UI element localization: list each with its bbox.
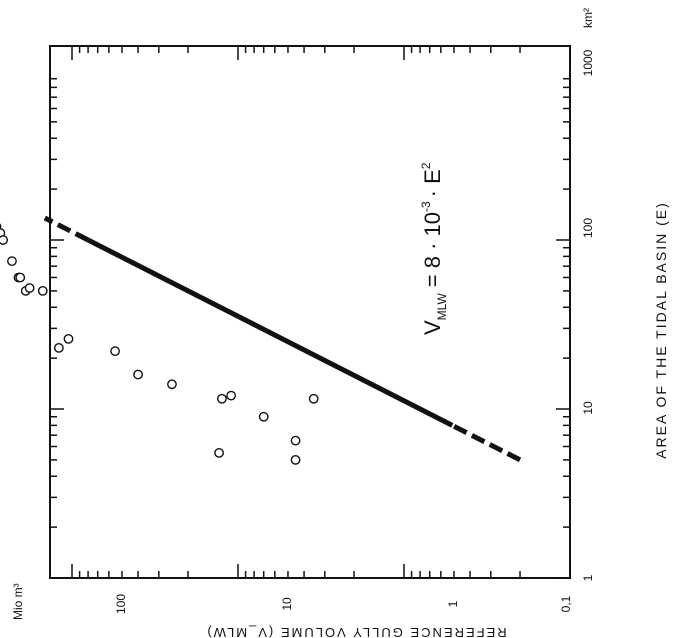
y-tick-label-1: 1 [446, 600, 460, 607]
data-point-15 [214, 447, 224, 458]
x-tick-label-3: 1000 [581, 49, 595, 76]
data-point-4 [7, 256, 17, 267]
formula-rest: = 8 · 10 [420, 212, 445, 287]
plot-frame [49, 45, 571, 579]
formula-exponent: -3 [419, 201, 433, 212]
regression-formula: VMLW = 8 · 10-3 · E2 [419, 162, 449, 335]
data-point-11 [63, 333, 74, 344]
y-tick-label-2: 10 [280, 597, 294, 611]
data-point-6 [15, 272, 26, 283]
data-point-8 [24, 283, 35, 293]
x-axis-title: AREA OF THE TIDAL BASIN (E) [653, 201, 669, 459]
y-tick-label-3: 100 [114, 594, 128, 614]
y-unit-label: Mio m³ [11, 583, 25, 620]
data-point-21 [308, 393, 319, 404]
data-point-1 [0, 223, 2, 231]
x-tick-label-2: 100 [581, 218, 595, 238]
data-point-9 [37, 285, 48, 296]
x-unit-label: km² [581, 8, 595, 28]
data-point-18 [258, 411, 269, 422]
data-point-12 [110, 346, 120, 357]
data-point-19 [290, 454, 301, 465]
fit-line-solid [86, 237, 454, 428]
x-tick-label-0: 1 [581, 574, 595, 581]
x-tick-labels: 1 10 100 1000 [581, 49, 595, 581]
data-point-20 [290, 435, 301, 446]
data-point-14 [167, 379, 177, 390]
data-point-17 [226, 390, 237, 401]
fit-line-dashed-high [43, 215, 90, 243]
fit-line [43, 215, 522, 463]
formula-exponent-2: 2 [419, 162, 433, 169]
y-axis-title: REFERENCE GULLY VOLUME (V_MLW) [205, 625, 506, 638]
data-point-13 [133, 369, 143, 380]
y-tick-labels: 0,1 1 10 100 [114, 594, 573, 614]
data-point-16 [217, 393, 227, 404]
data-points [0, 223, 319, 465]
fit-line-dashed-low [451, 423, 522, 463]
formula-tail: · E [420, 169, 445, 197]
formula-sub: MLW [435, 293, 449, 321]
data-point-3 [0, 235, 9, 245]
data-point-10 [53, 342, 64, 353]
formula-main: V [420, 320, 445, 335]
x-tick-label-1: 10 [581, 401, 595, 415]
y-tick-label-0: 0,1 [559, 595, 573, 612]
x-unit: km² [581, 8, 595, 28]
axis-ticks [50, 46, 571, 579]
